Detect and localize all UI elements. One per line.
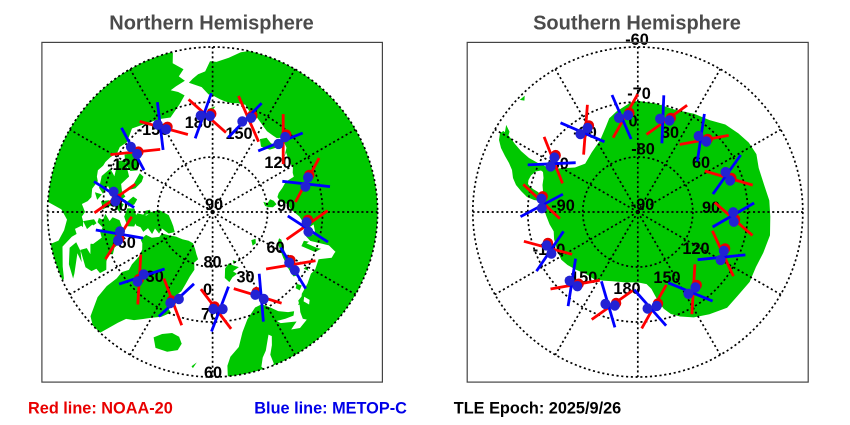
svg-text:90: 90 [205,196,223,214]
svg-text:90: 90 [702,199,720,217]
svg-text:TLE Epoch: 2025/9/26: TLE Epoch: 2025/9/26 [454,400,621,418]
svg-text:60: 60 [204,364,222,382]
svg-text:120: 120 [682,240,709,258]
svg-text:-60: -60 [625,31,649,49]
svg-text:90: 90 [277,197,295,215]
svg-text:180: 180 [613,280,640,298]
svg-text:120: 120 [264,154,291,172]
svg-text:80: 80 [203,253,221,271]
svg-text:180: 180 [185,114,212,132]
svg-text:150: 150 [653,269,680,287]
svg-text:Southern Hemisphere: Southern Hemisphere [533,13,741,35]
svg-text:30: 30 [661,124,679,142]
svg-text:-90: -90 [631,196,655,214]
svg-text:0: 0 [628,113,637,131]
svg-text:60: 60 [692,154,710,172]
svg-text:-80: -80 [631,141,655,159]
svg-text:0: 0 [203,281,212,299]
svg-text:60: 60 [266,239,284,257]
svg-text:Red line: NOAA-20: Red line: NOAA-20 [28,400,173,418]
svg-text:-90: -90 [551,197,575,215]
svg-text:30: 30 [236,269,254,287]
svg-text:-70: -70 [627,85,651,103]
svg-text:Northern Hemisphere: Northern Hemisphere [109,13,314,35]
svg-text:150: 150 [225,125,252,143]
svg-text:-120: -120 [107,156,140,174]
svg-text:Blue line: METOP-C: Blue line: METOP-C [254,400,407,418]
